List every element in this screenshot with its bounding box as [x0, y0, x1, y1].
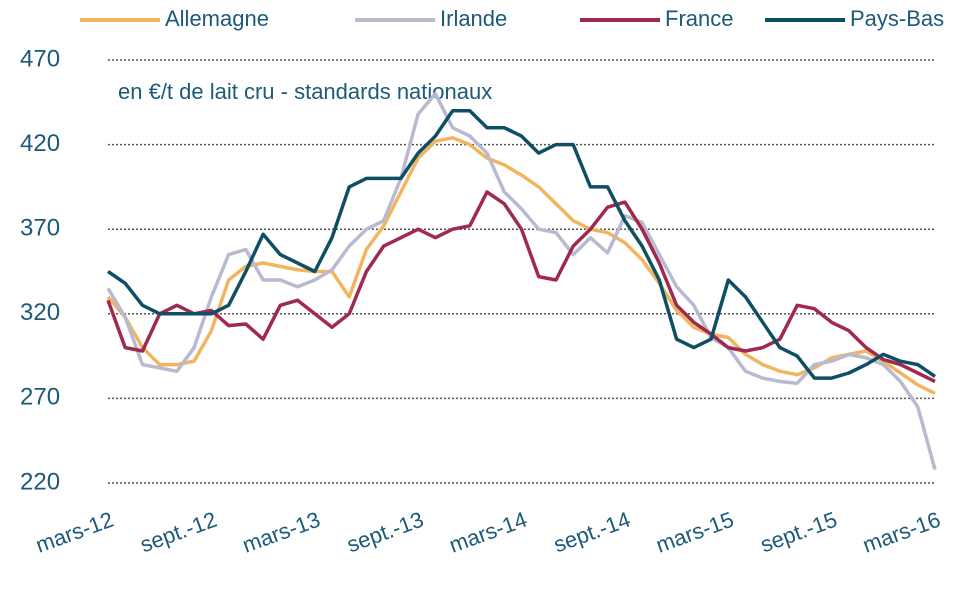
- y-tick-label: 320: [20, 299, 60, 326]
- y-tick-label: 270: [20, 384, 60, 411]
- y-tick-label: 370: [20, 215, 60, 242]
- x-tick-label: mars-12: [32, 507, 116, 558]
- legend-label: Pays-Bas: [850, 6, 944, 31]
- x-tick-label: sept.-15: [757, 507, 840, 558]
- x-tick-label: sept.-13: [344, 507, 427, 558]
- chart-subtitle: en €/t de lait cru - standards nationaux: [118, 79, 492, 104]
- legend-label: France: [665, 6, 733, 31]
- y-tick-label: 470: [20, 45, 60, 72]
- x-tick-label: mars-15: [653, 507, 737, 558]
- legend-label: Irlande: [440, 6, 507, 31]
- x-tick-label: sept.-12: [137, 507, 220, 558]
- y-tick-label: 220: [20, 468, 60, 495]
- series-line: [107, 109, 936, 380]
- series-line: [106, 92, 937, 470]
- series-line: [106, 190, 936, 384]
- legend-label: Allemagne: [165, 6, 269, 31]
- lines: [106, 92, 937, 470]
- y-tick-label: 420: [20, 130, 60, 157]
- x-tick-label: mars-14: [446, 507, 530, 558]
- x-tick-label: mars-16: [859, 507, 943, 558]
- legend: Allemagne Irlande France Pays-Bas: [80, 6, 944, 31]
- x-tick-label: sept.-14: [550, 507, 633, 558]
- x-tick-label: mars-13: [239, 507, 323, 558]
- series-line: [106, 136, 936, 395]
